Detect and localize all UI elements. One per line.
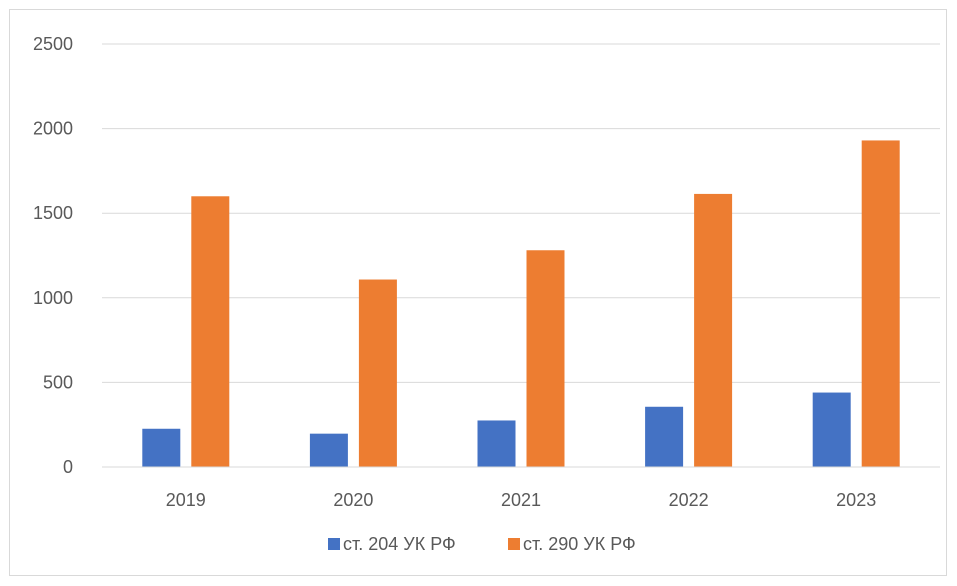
bar-st290-2022 bbox=[694, 193, 733, 467]
x-tick-label: 2019 bbox=[166, 490, 206, 510]
x-tick-label: 2022 bbox=[669, 490, 709, 510]
x-tick-label: 2020 bbox=[333, 490, 373, 510]
chart-frame bbox=[9, 9, 947, 576]
y-tick-label: 1000 bbox=[33, 288, 73, 308]
bars bbox=[142, 140, 900, 467]
bar-st290-2021 bbox=[526, 250, 565, 467]
y-tick-label: 2500 bbox=[33, 34, 73, 54]
legend-label: ст. 290 УК РФ bbox=[523, 534, 636, 554]
legend-swatch bbox=[508, 538, 520, 550]
legend-swatch bbox=[328, 538, 340, 550]
legend: ст. 204 УК РФ ст. 290 УК РФ bbox=[328, 534, 636, 554]
bar-st290-2020 bbox=[358, 279, 397, 467]
gridlines bbox=[102, 43, 940, 383]
y-tick-label: 500 bbox=[43, 372, 73, 392]
y-axis-tick-labels: 0 500 1000 1500 2000 2500 bbox=[33, 34, 73, 477]
bar-st204-2020 bbox=[309, 433, 348, 467]
y-tick-label: 0 bbox=[63, 457, 73, 477]
bar-st204-2019 bbox=[142, 428, 181, 467]
bar-st290-2023 bbox=[861, 140, 900, 467]
x-tick-label: 2021 bbox=[501, 490, 541, 510]
bar-st204-2021 bbox=[477, 420, 516, 467]
x-tick-label: 2023 bbox=[836, 490, 876, 510]
bar-st204-2023 bbox=[812, 392, 851, 467]
x-axis-tick-labels: 2019 2020 2021 2022 2023 bbox=[166, 490, 876, 510]
bar-st204-2022 bbox=[645, 406, 684, 467]
y-tick-label: 1500 bbox=[33, 203, 73, 223]
legend-label: ст. 204 УК РФ bbox=[343, 534, 456, 554]
bar-st290-2019 bbox=[191, 196, 230, 467]
y-tick-label: 2000 bbox=[33, 119, 73, 139]
